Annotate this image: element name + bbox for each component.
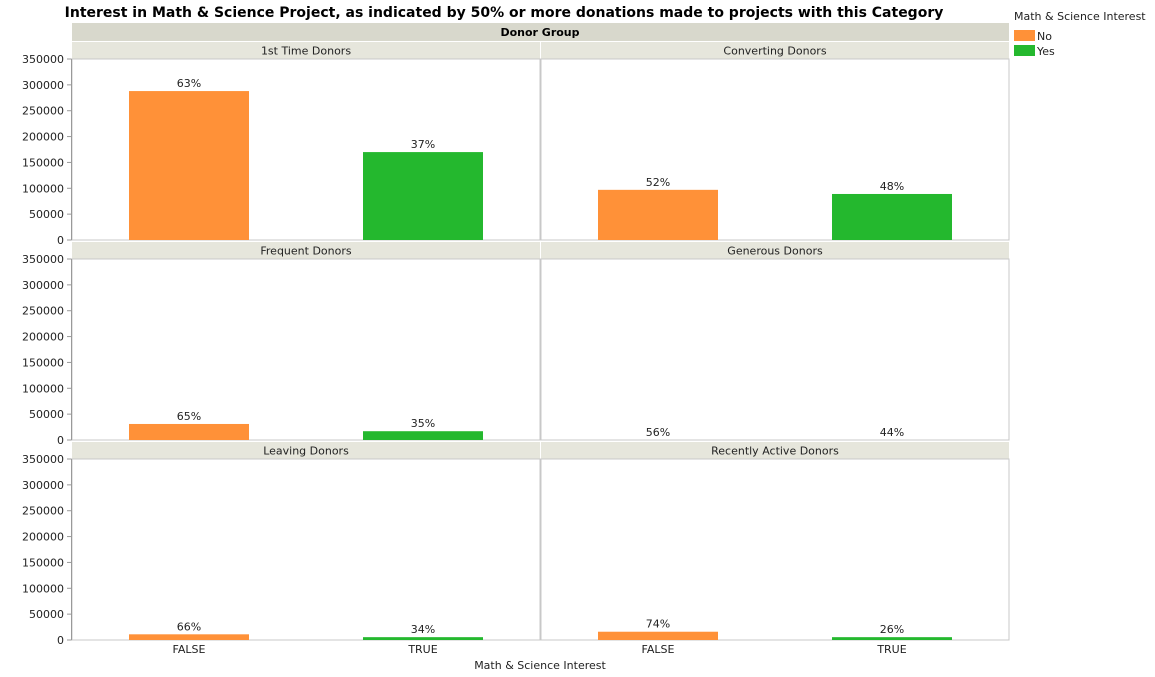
panel-strip bbox=[72, 242, 540, 259]
y-tick-label: 300000 bbox=[22, 479, 64, 492]
y-tick-label: 250000 bbox=[22, 105, 64, 118]
facet-header: Donor Group bbox=[500, 26, 579, 39]
bar-true bbox=[832, 637, 952, 640]
panel-plot-area bbox=[540, 258, 1010, 441]
facet-header-strip bbox=[72, 23, 1009, 41]
data-label: 56% bbox=[646, 426, 670, 439]
x-tick-label: TRUE bbox=[876, 643, 906, 656]
bar-false bbox=[598, 189, 718, 240]
legend: Math & Science Interest No Yes bbox=[1014, 10, 1146, 58]
y-tick-label: 100000 bbox=[22, 582, 64, 595]
bar-false bbox=[129, 423, 249, 440]
panel-plot-area bbox=[71, 258, 541, 441]
x-axis: FALSE TRUE FALSE TRUE bbox=[173, 643, 907, 656]
facet-panels: 1st Time Donors 63% 37% Converting Donors 52… bbox=[71, 42, 1010, 641]
panel-strip bbox=[72, 442, 540, 459]
legend-label: No bbox=[1037, 30, 1052, 43]
y-tick-label: 0 bbox=[57, 434, 64, 447]
panel: Generous Donors 56% 44% bbox=[540, 242, 1010, 441]
y-tick-label: 0 bbox=[57, 634, 64, 647]
y-tick-label: 150000 bbox=[22, 156, 64, 169]
panel-title: Generous Donors bbox=[727, 245, 823, 258]
chart-title: Interest in Math & Science Project, as i… bbox=[65, 5, 944, 21]
x-axis-title: Math & Science Interest bbox=[474, 659, 606, 672]
panel: Converting Donors 52% 48% bbox=[540, 42, 1010, 241]
y-tick-label: 50000 bbox=[29, 408, 64, 421]
bar-true bbox=[363, 152, 483, 240]
panel-title: Leaving Donors bbox=[263, 445, 349, 458]
bar-false bbox=[129, 91, 249, 240]
legend-swatch bbox=[1014, 45, 1035, 56]
y-tick-label: 350000 bbox=[22, 53, 64, 66]
panel-strip bbox=[72, 42, 540, 59]
y-tick-label: 250000 bbox=[22, 505, 64, 518]
panel-title: Frequent Donors bbox=[260, 245, 352, 258]
x-tick-label: TRUE bbox=[407, 643, 437, 656]
data-label: 34% bbox=[411, 623, 435, 636]
bar-true bbox=[363, 637, 483, 640]
legend-label: Yes bbox=[1036, 45, 1055, 58]
panel-title: Converting Donors bbox=[723, 45, 826, 58]
y-tick-label: 250000 bbox=[22, 305, 64, 318]
y-tick-label: 350000 bbox=[22, 453, 64, 466]
y-tick-label: 200000 bbox=[22, 531, 64, 544]
x-tick-label: FALSE bbox=[642, 643, 675, 656]
y-tick-label: 100000 bbox=[22, 182, 64, 195]
data-label: 74% bbox=[646, 618, 670, 631]
y-tick-label: 150000 bbox=[22, 556, 64, 569]
panel-strip bbox=[541, 242, 1009, 259]
panel-title: Recently Active Donors bbox=[711, 445, 839, 458]
y-tick-label: 200000 bbox=[22, 331, 64, 344]
bar-false bbox=[129, 634, 249, 640]
data-label: 26% bbox=[880, 623, 904, 636]
data-label: 35% bbox=[411, 417, 435, 430]
panel: Frequent Donors 65% 35% bbox=[71, 242, 541, 441]
y-tick-label: 100000 bbox=[22, 382, 64, 395]
panel-strip bbox=[541, 442, 1009, 459]
data-label: 52% bbox=[646, 176, 670, 189]
panel-plot-area bbox=[71, 458, 541, 641]
data-label: 48% bbox=[880, 180, 904, 193]
panel: 1st Time Donors 63% 37% bbox=[71, 42, 541, 241]
y-tick-label: 0 bbox=[57, 234, 64, 247]
legend-title: Math & Science Interest bbox=[1014, 10, 1146, 23]
y-tick-label: 300000 bbox=[22, 79, 64, 92]
y-tick-label: 50000 bbox=[29, 608, 64, 621]
bar-false bbox=[598, 631, 718, 640]
y-tick-label: 350000 bbox=[22, 253, 64, 266]
data-label: 37% bbox=[411, 138, 435, 151]
y-tick-label: 50000 bbox=[29, 208, 64, 221]
data-label: 66% bbox=[177, 620, 201, 633]
bar-true bbox=[363, 431, 483, 440]
data-label: 63% bbox=[177, 77, 201, 90]
panel: Leaving Donors 66% 34% bbox=[71, 442, 541, 641]
legend-swatch bbox=[1014, 30, 1035, 41]
y-axes: 0 50000 100000 150000 200000 250000 300000 3500… bbox=[22, 53, 72, 647]
panel-plot-area bbox=[540, 458, 1010, 641]
panel: Recently Active Donors 74% 26% bbox=[540, 442, 1010, 641]
x-tick-label: FALSE bbox=[173, 643, 206, 656]
data-label: 65% bbox=[177, 410, 201, 423]
data-label: 44% bbox=[880, 426, 904, 439]
y-tick-label: 200000 bbox=[22, 131, 64, 144]
bar-true bbox=[832, 193, 952, 240]
panel-title: 1st Time Donors bbox=[261, 45, 351, 58]
y-tick-label: 300000 bbox=[22, 279, 64, 292]
panel-strip bbox=[541, 42, 1009, 59]
y-tick-label: 150000 bbox=[22, 356, 64, 369]
